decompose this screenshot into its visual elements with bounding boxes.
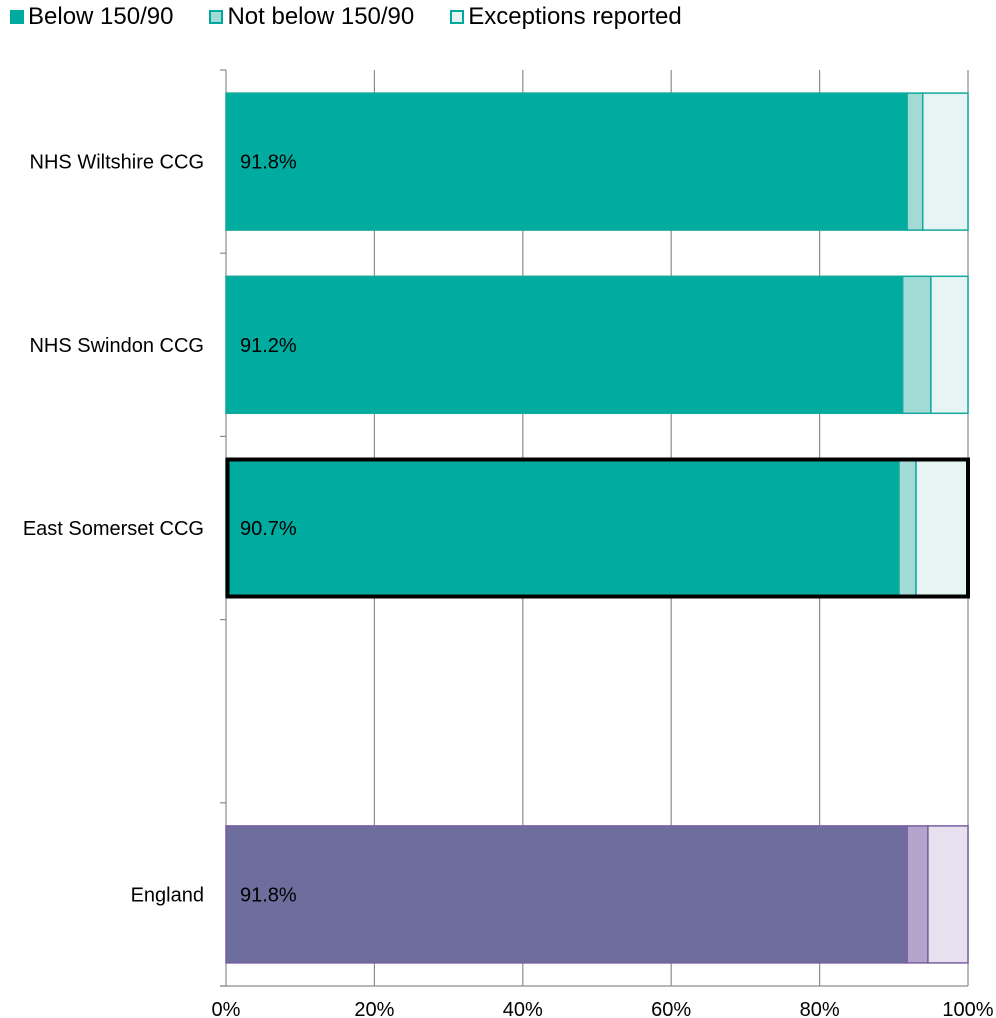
x-tick-label: 0% [212,999,241,1018]
bar-segment-below [225,825,908,964]
data-label: 91.8% [240,152,297,174]
category-label: NHS Wiltshire CCG [30,152,204,174]
legend-label-not-below: Not below 150/90 [227,3,415,30]
data-label: 90.7% [240,518,297,540]
data-label: 91.2% [240,335,297,357]
x-tick-label: 60% [651,999,691,1018]
legend-label-exceptions: Exceptions reported [468,3,682,30]
x-tick-label: 20% [354,999,394,1018]
bar-segment-below [225,92,908,231]
bar-segment-not-below [906,825,929,964]
legend-item-below: Below 150/90 [10,3,173,31]
legend-label-below: Below 150/90 [28,3,174,30]
legend-swatch-not-below [209,10,224,24]
legend-item-exceptions: Exceptions reported [450,3,682,31]
bar-segment-exceptions [930,275,969,415]
category-label: East Somerset CCG [23,518,204,540]
x-tick-label: 100% [942,999,993,1018]
x-tick-label: 80% [800,999,840,1018]
category-label: England [131,884,204,906]
bar-segment-not-below [906,92,924,231]
bar-segment-exceptions [921,92,969,231]
category-label: NHS Swindon CCG [29,335,204,357]
highlight-outline [225,457,970,599]
bar-segment-exceptions [927,825,969,964]
bar-segment-not-below [898,458,917,598]
x-tick-label: 40% [503,999,543,1018]
bar-segment-below [225,458,900,598]
bar-segment-below [225,275,904,415]
bar-segment-not-below [901,275,932,415]
legend-swatch-exceptions [450,10,465,24]
legend-item-not-below: Not below 150/90 [209,3,414,31]
data-label: 91.8% [240,884,297,906]
legend-swatch-below [10,10,24,24]
bar-segment-exceptions [915,458,969,598]
legend: Below 150/90 Not below 150/90 Exceptions… [10,2,718,32]
